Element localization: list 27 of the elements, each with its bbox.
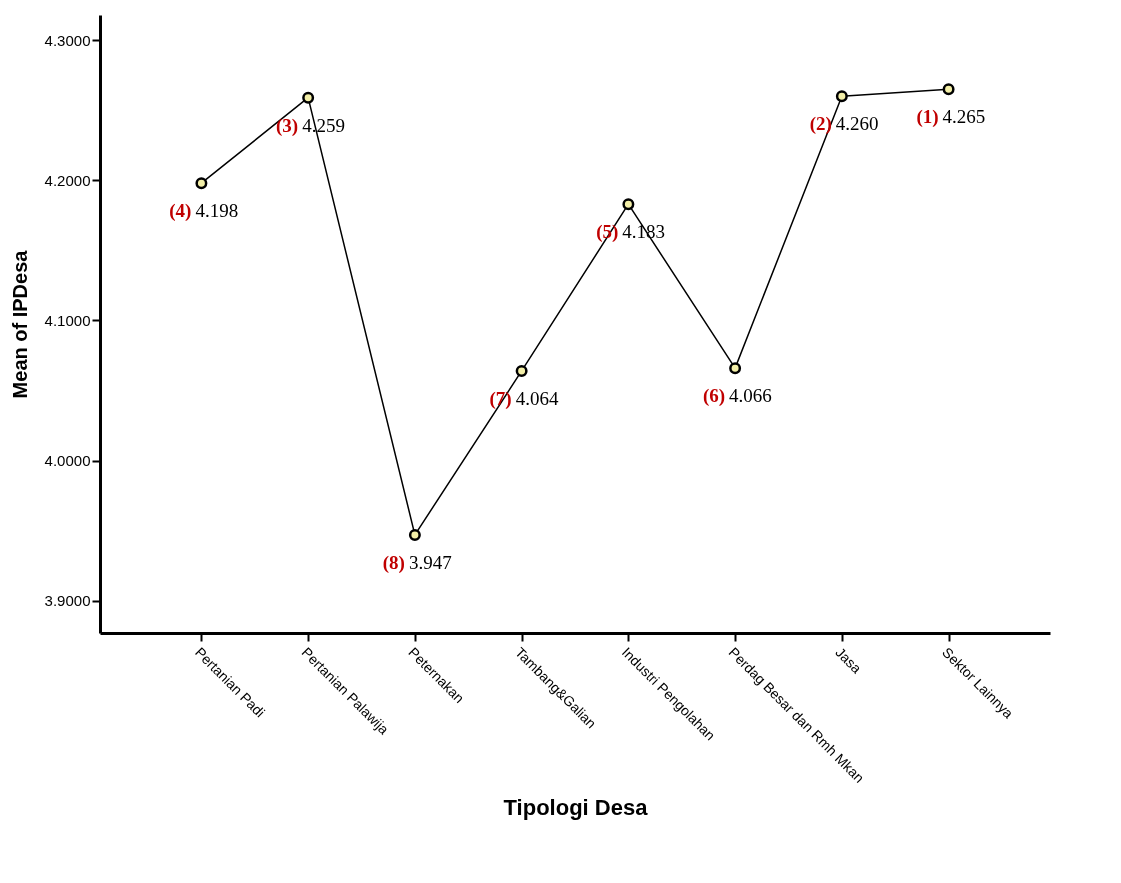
data-label: 4.265 (942, 106, 986, 128)
point (408, 528, 421, 541)
data-label: 4.064 (515, 387, 559, 409)
y-axis-title: Mean of IPDesa (8, 249, 31, 399)
point (515, 364, 528, 377)
point (942, 83, 955, 96)
annotation: (8) (382, 551, 405, 574)
point (729, 362, 742, 375)
annotation: (4) (169, 200, 192, 223)
y-tick-label: 3.9000 (44, 592, 91, 610)
data-label: 4.260 (835, 113, 879, 135)
point (195, 177, 208, 190)
data-label: 4.066 (729, 385, 772, 407)
data-label: 4.198 (195, 200, 239, 222)
y-tick-label: 4.2000 (44, 171, 91, 189)
point (835, 90, 848, 103)
y-tick-label: 4.0000 (44, 452, 91, 470)
y-tick-label: 4.3000 (44, 31, 91, 49)
x-axis-title: Tipologi Desa (503, 794, 649, 820)
annotation: (2) (809, 113, 832, 136)
point (302, 91, 315, 104)
annotation: (1) (916, 106, 939, 129)
annotation: (6) (702, 385, 726, 408)
data-label: 3.947 (408, 551, 452, 573)
y-tick-label: 4.1000 (44, 312, 91, 329)
annotation: (3) (275, 114, 299, 137)
point (622, 198, 635, 211)
